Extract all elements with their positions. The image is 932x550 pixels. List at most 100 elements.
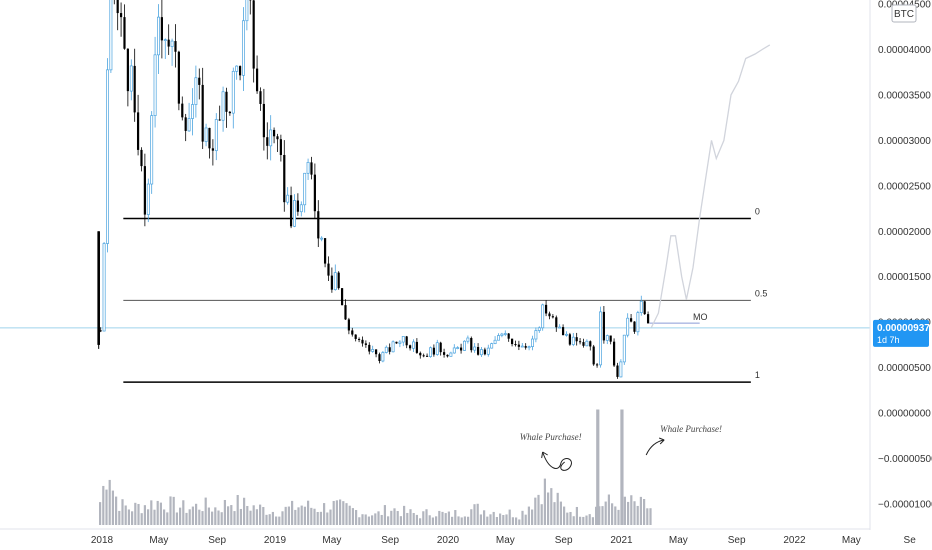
volume-bar bbox=[361, 514, 364, 525]
volume-bar bbox=[556, 492, 559, 525]
volume-bar bbox=[425, 509, 428, 525]
candle bbox=[388, 347, 391, 352]
x-tick-label: 2019 bbox=[264, 535, 287, 546]
volume-bar bbox=[438, 510, 441, 525]
y-tick-label: 0.00003500 bbox=[878, 90, 931, 101]
candle bbox=[435, 342, 439, 355]
volume-bar bbox=[387, 516, 390, 525]
candle bbox=[476, 346, 480, 355]
volume-bar bbox=[559, 501, 563, 525]
volume-bar bbox=[390, 510, 393, 525]
volume-bar bbox=[451, 516, 454, 525]
candle bbox=[629, 318, 633, 322]
x-tick-label: Se bbox=[904, 535, 917, 546]
volume-bar bbox=[476, 503, 479, 525]
volume-bar bbox=[444, 513, 447, 525]
candle bbox=[486, 347, 490, 355]
x-tick-label: May bbox=[842, 535, 861, 546]
candle bbox=[452, 347, 456, 354]
volume-bar bbox=[422, 511, 425, 525]
candle bbox=[602, 311, 605, 341]
volume-bar bbox=[582, 516, 585, 525]
candle bbox=[520, 345, 524, 348]
volume-bar bbox=[239, 508, 243, 525]
candle bbox=[561, 327, 565, 336]
volume-bar bbox=[287, 506, 291, 525]
volume-bar bbox=[547, 492, 550, 525]
volume-bar bbox=[595, 506, 598, 525]
x-tick-label: May bbox=[669, 535, 688, 546]
volume-bar bbox=[294, 509, 297, 525]
candle bbox=[456, 347, 460, 349]
candle bbox=[126, 48, 129, 92]
volume-bar bbox=[588, 514, 591, 525]
candle bbox=[310, 162, 313, 175]
candle bbox=[347, 319, 350, 331]
volume-bar bbox=[297, 507, 300, 525]
volume-bar bbox=[508, 509, 511, 525]
candle bbox=[544, 304, 548, 314]
candle bbox=[150, 115, 154, 185]
x-tick-label: Sep bbox=[381, 535, 399, 546]
candle bbox=[575, 337, 578, 342]
candle bbox=[327, 263, 330, 276]
volume-bar bbox=[396, 511, 399, 525]
candle bbox=[109, 0, 113, 71]
volume-bar bbox=[115, 496, 118, 525]
candle bbox=[439, 342, 442, 353]
candle bbox=[381, 352, 385, 362]
annotations: Whale Purchase! Whale Purchase! bbox=[520, 424, 722, 471]
candle bbox=[633, 321, 636, 332]
fib-level-label: 1 bbox=[755, 370, 760, 380]
candle bbox=[616, 365, 619, 377]
volume-bar bbox=[540, 504, 543, 525]
volume-bar bbox=[332, 500, 335, 525]
y-tick-label: 0.00002500 bbox=[878, 181, 931, 192]
candle bbox=[140, 149, 143, 167]
volume-bar bbox=[300, 505, 303, 525]
candle bbox=[412, 341, 415, 349]
volume-bar bbox=[326, 512, 329, 525]
volume-bar bbox=[134, 502, 137, 525]
candle bbox=[252, 0, 255, 69]
candle bbox=[119, 13, 123, 18]
volume-bar bbox=[572, 516, 575, 525]
candle bbox=[317, 211, 320, 239]
volume-bar bbox=[345, 503, 348, 525]
volume-bar bbox=[643, 499, 646, 525]
volume-bar bbox=[630, 495, 633, 525]
volume-bar bbox=[383, 505, 387, 525]
candle bbox=[419, 352, 422, 356]
volume-bar bbox=[415, 514, 419, 525]
candle bbox=[514, 344, 517, 346]
candle bbox=[106, 69, 109, 244]
volume-bar bbox=[137, 503, 140, 525]
volume-bar bbox=[124, 505, 127, 525]
volume-bar bbox=[374, 513, 377, 525]
symbol-badge[interactable] bbox=[891, 4, 917, 23]
price-axis[interactable]: 0.000045000.000040000.000035000.00003000… bbox=[869, 0, 932, 530]
volume-bar bbox=[268, 514, 271, 525]
volume-bar bbox=[179, 507, 182, 525]
candle bbox=[500, 333, 504, 336]
candle bbox=[415, 341, 418, 353]
volume-bar bbox=[591, 517, 595, 525]
candle bbox=[187, 118, 191, 132]
volume-bar bbox=[579, 516, 582, 525]
volume-bar bbox=[543, 478, 547, 525]
volume-bar bbox=[348, 505, 351, 525]
volume-bar bbox=[377, 511, 380, 525]
volume-bar bbox=[447, 511, 451, 525]
candle bbox=[571, 336, 575, 345]
volume-bar bbox=[403, 505, 406, 525]
candle bbox=[585, 340, 589, 347]
volume-bar bbox=[441, 511, 444, 525]
volume-bar bbox=[646, 508, 649, 525]
candle bbox=[330, 275, 333, 290]
time-axis[interactable]: 2018 May Sep 2019 May Sep 2020 May Sep 2021 May Sep… bbox=[0, 528, 917, 546]
volume-bar bbox=[457, 516, 460, 525]
last-price-value: 0.00000937 bbox=[877, 323, 930, 334]
candle bbox=[238, 66, 242, 76]
candle bbox=[622, 334, 626, 363]
volume-bar bbox=[479, 514, 483, 525]
